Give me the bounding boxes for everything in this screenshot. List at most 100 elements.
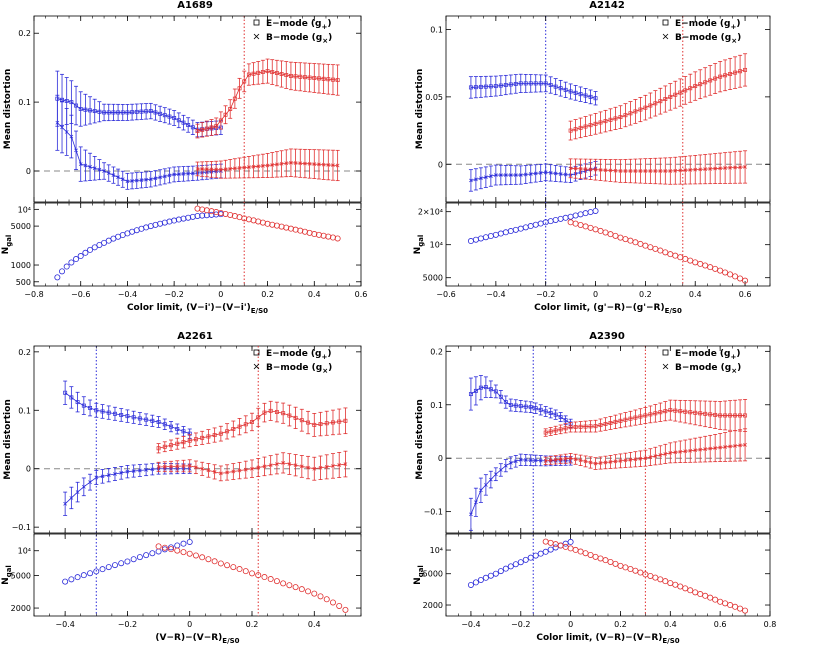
e-mode-point (663, 409, 668, 414)
b-mode-point (738, 443, 742, 448)
b-mode-point (738, 165, 742, 170)
blue-ngal-series (467, 538, 574, 588)
blue-e-mode-series (63, 380, 192, 439)
ngal-point (597, 555, 604, 562)
e-mode-point (63, 390, 68, 395)
ngal-point (547, 539, 554, 546)
ngal-point (562, 214, 569, 221)
ngal-point (143, 552, 150, 559)
b-mode-point (251, 164, 256, 169)
ngal-point (537, 550, 544, 557)
ngal-point (527, 223, 534, 230)
x-tick-label: −0.4 (486, 290, 505, 299)
b-mode-point (318, 465, 323, 470)
ngal-point (512, 561, 519, 568)
ngal-point (111, 562, 118, 569)
ngal-point (54, 274, 61, 281)
panel-a1689: A1689 −0.8 −0.6 −0.4 −0.2 0 0.2 0.4 0.6 0 0.1 0.2 50… (1, 0, 367, 315)
b-mode-point (703, 167, 708, 171)
b-mode-point (287, 462, 292, 466)
e-mode-point (488, 387, 493, 392)
e-mode-point (116, 110, 121, 115)
ngal-main: N (413, 247, 423, 255)
x-axis-label: Color limit, (V−R)−(V−R)E/S0 (536, 633, 679, 645)
y-axis-label: Mean distortion (3, 399, 13, 479)
e-mode-point (473, 85, 478, 90)
ngal-point (194, 212, 201, 219)
b-mode-point (683, 168, 688, 173)
e-mode-point (200, 127, 205, 132)
e-mode-point (483, 385, 488, 390)
b-mode-point (518, 173, 523, 177)
e-mode-point (162, 113, 167, 118)
ngal-point (692, 259, 699, 266)
b-mode-point (162, 174, 167, 179)
e-mode-point (583, 124, 588, 129)
b-mode-point (200, 167, 205, 171)
e-mode-point (144, 109, 149, 114)
b-mode-point (538, 171, 543, 175)
blue-e-mode-series (468, 73, 598, 106)
x-label-main: Color limit, (V−R)−(V−R) (536, 633, 662, 643)
b-mode-point (643, 456, 648, 461)
e-mode-point (503, 83, 508, 87)
e-mode-point (231, 427, 236, 431)
b-mode-point (713, 446, 718, 450)
ngal-point (199, 554, 206, 561)
e-mode-point (698, 411, 703, 416)
ngal-point (637, 569, 644, 576)
e-mode-point (293, 74, 298, 79)
ngal-point (617, 562, 624, 569)
series-line (470, 167, 596, 181)
ngal-point (136, 554, 143, 561)
b-mode-point (648, 169, 653, 173)
ngal-point (622, 236, 629, 243)
e-mode-point (195, 129, 200, 133)
e-mode-point (94, 408, 99, 413)
e-mode-point (324, 421, 329, 426)
b-mode-point (484, 175, 488, 180)
e-mode-point (668, 94, 673, 99)
ngal-point (577, 548, 584, 555)
ngal-point (672, 252, 679, 259)
ngal-point (467, 581, 474, 588)
legend-cross-marker (662, 363, 669, 370)
e-mode-point (528, 405, 533, 410)
e-mode-point (176, 118, 181, 123)
e-mode-point (668, 408, 673, 413)
x-tick-label: 0.4 (664, 620, 677, 629)
y-tick-label: 0.2 (18, 29, 31, 38)
b-mode-point (74, 148, 78, 153)
b-mode-point (658, 169, 663, 173)
legend-square-marker (662, 19, 669, 26)
e-mode-point (543, 81, 548, 86)
e-mode-point (265, 69, 270, 74)
ngal-point (482, 234, 489, 241)
b-mode-point (628, 457, 633, 462)
red-b-mode-series (568, 150, 748, 185)
ngal-point (742, 607, 749, 614)
y-tick-label: 0.2 (18, 348, 31, 357)
ngal-point (567, 538, 574, 545)
e-mode-point (633, 415, 638, 420)
e-mode-point (111, 110, 116, 115)
blue-b-mode-series (468, 161, 598, 192)
ngal-point (547, 218, 554, 225)
ngal-point (273, 578, 280, 585)
b-mode-point (623, 169, 628, 173)
x-tick-label: −0.2 (511, 620, 530, 629)
b-mode-point (673, 450, 678, 455)
e-mode-point (713, 412, 718, 417)
b-mode-point (88, 165, 92, 169)
b-mode-point (214, 167, 219, 172)
ngal-point (149, 550, 156, 557)
e-mode-point (538, 407, 543, 412)
ngal-point (707, 594, 714, 601)
b-mode-point (743, 165, 747, 169)
b-mode-point (533, 171, 538, 176)
b-mode-point (598, 461, 603, 465)
b-mode-point (493, 472, 498, 477)
b-mode-point (275, 462, 279, 466)
ngal-point (667, 251, 674, 258)
e-mode-point (603, 119, 608, 124)
